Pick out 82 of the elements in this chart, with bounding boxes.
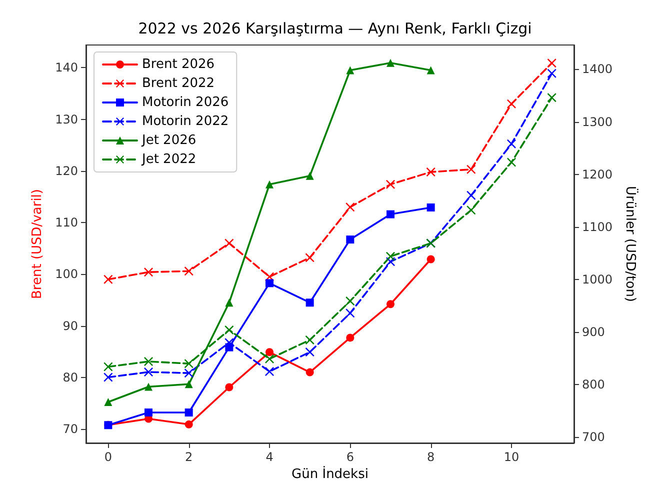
point	[466, 190, 476, 200]
point	[506, 139, 516, 148]
y-tick-label: 90	[62, 318, 78, 333]
point	[144, 382, 153, 391]
x-tick-label: 4	[266, 450, 274, 464]
point	[305, 253, 314, 262]
point	[225, 383, 234, 392]
x-tick-label: 10	[504, 450, 520, 464]
y2-tick-label: 1400	[582, 62, 613, 76]
point	[346, 66, 354, 74]
y-tick-label: 120	[55, 164, 78, 178]
y2-tick-label: 1000	[582, 272, 613, 286]
point	[346, 334, 354, 342]
y2-tick-label: 900	[582, 325, 605, 340]
point	[547, 93, 556, 102]
point	[266, 180, 274, 188]
point	[265, 354, 274, 364]
point	[184, 359, 194, 368]
x-tick-label: 2	[185, 450, 193, 464]
point	[506, 99, 516, 108]
point	[547, 68, 556, 78]
point	[386, 58, 394, 67]
point	[184, 380, 193, 388]
point	[386, 252, 395, 261]
point	[225, 298, 234, 307]
y2-tick-label: 700	[582, 430, 605, 444]
point	[346, 296, 355, 306]
point	[184, 420, 193, 428]
point	[346, 202, 355, 212]
y-tick-label: 110	[55, 216, 78, 230]
point	[386, 210, 394, 218]
y2-tick-label: 1100	[582, 220, 613, 234]
point	[184, 266, 194, 276]
x-axis-title: Gün İndeksi	[292, 466, 368, 482]
legend-label: Brent 2022	[142, 76, 215, 91]
point	[426, 255, 435, 264]
point	[466, 164, 476, 174]
point	[184, 368, 194, 378]
point	[426, 66, 435, 74]
point	[305, 348, 314, 357]
point	[346, 236, 354, 244]
point	[386, 300, 394, 308]
point	[266, 279, 274, 288]
point	[306, 172, 314, 180]
y-tick-label: 140	[55, 60, 78, 75]
y-axis-title: Brent (USD/varil)	[30, 189, 46, 299]
y-tick-label: 70	[62, 422, 78, 436]
y-tick-label: 80	[62, 370, 78, 384]
point	[466, 206, 476, 215]
chart-title: 2022 vs 2026 Karşılaştırma — Aynı Renk, Farklı Çizgi	[138, 20, 532, 38]
point	[104, 398, 112, 406]
x-tick-label: 8	[427, 450, 435, 464]
point	[144, 268, 154, 277]
point	[224, 325, 234, 334]
point	[266, 348, 274, 356]
point	[386, 180, 395, 189]
point	[224, 338, 234, 348]
legend-label: Motorin 2022	[142, 114, 229, 129]
point	[306, 368, 314, 376]
legend-label: Jet 2026	[141, 133, 196, 148]
legend-label: Motorin 2026	[142, 95, 229, 110]
legend-label: Brent 2026	[142, 57, 215, 72]
point	[547, 58, 556, 68]
x-tick-label: 0	[104, 450, 112, 464]
y2-tick-label: 800	[582, 378, 605, 392]
y-tick-label: 130	[55, 112, 78, 126]
point	[104, 274, 113, 284]
y2-tick-label: 1300	[582, 114, 613, 129]
point	[305, 335, 314, 344]
point	[426, 203, 435, 212]
point	[346, 308, 355, 318]
y-tick-label: 100	[55, 267, 78, 282]
x-tick-label: 6	[346, 450, 354, 464]
point	[426, 167, 436, 176]
point	[224, 238, 234, 248]
y2-tick-label: 1200	[582, 167, 613, 182]
y2-axis-title: Ürünler (USD/ton)	[622, 186, 638, 302]
legend-label: Jet 2022	[141, 152, 196, 167]
point	[506, 158, 516, 167]
point	[144, 408, 153, 417]
point	[184, 408, 193, 417]
point	[306, 298, 314, 307]
